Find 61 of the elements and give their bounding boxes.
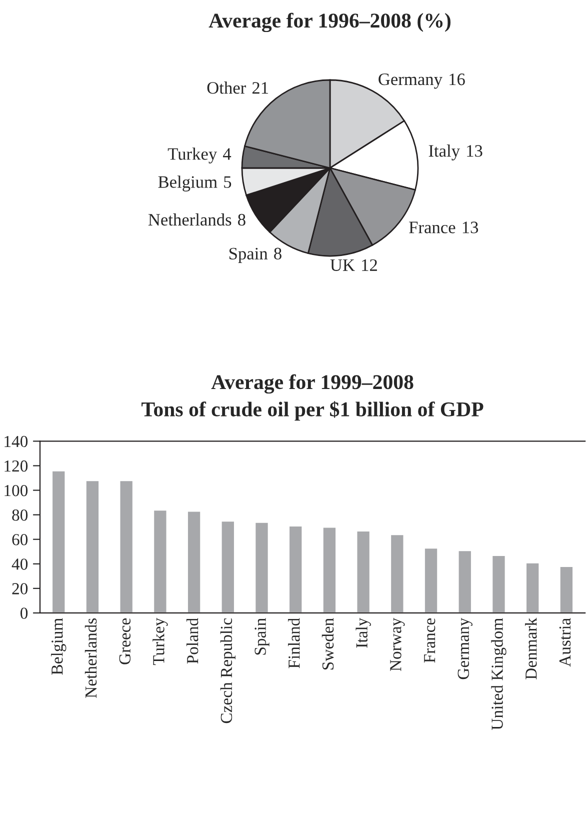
x-tick-label: Czech Republic xyxy=(220,618,236,724)
data-label: 8 xyxy=(274,248,282,260)
bar xyxy=(390,534,405,613)
slice-label: Italy xyxy=(428,144,460,160)
bar xyxy=(220,520,236,613)
y-tick-label: 20 xyxy=(12,583,28,594)
y-tick-label: 140 xyxy=(4,436,28,448)
bar xyxy=(254,521,270,613)
slice-label: Turkey xyxy=(168,148,218,164)
data-label: 21 xyxy=(252,82,268,94)
x-tick-label: Turkey xyxy=(152,618,168,666)
slice-label: France xyxy=(409,222,456,234)
slice-label: Germany xyxy=(378,73,442,89)
x-tick-label: Finland xyxy=(288,618,300,668)
data-label: 8 xyxy=(238,214,246,226)
slice-label: Netherlands xyxy=(148,213,232,226)
data-label: 16 xyxy=(450,74,465,86)
data-label: 13 xyxy=(467,145,482,157)
chart-subtitle: Tons of crude oil per $1 billion of GDP xyxy=(142,401,484,421)
slice-label: Belgium xyxy=(158,176,218,192)
bar xyxy=(288,525,304,613)
y-tick-label: 80 xyxy=(12,509,28,521)
y-tick-label: 60 xyxy=(12,534,28,546)
x-tick-label: Denmark xyxy=(525,618,537,680)
data-label: 4 xyxy=(223,148,232,160)
x-tick-label: Italy xyxy=(356,618,371,648)
data-label: 12 xyxy=(362,259,377,271)
bar xyxy=(152,509,168,613)
x-tick-label: France xyxy=(424,618,436,663)
bar xyxy=(457,550,472,613)
y-tick-label: 0 xyxy=(20,608,28,619)
x-tick-label: United Kingdom xyxy=(491,618,506,730)
x-tick-label: Norway xyxy=(390,618,405,672)
x-tick-label: Greece xyxy=(119,618,130,664)
slice-label: Spain xyxy=(229,248,268,264)
bar xyxy=(85,480,100,613)
x-tick-label: Netherlands xyxy=(84,618,97,698)
y-tick-label: 100 xyxy=(4,484,28,496)
x-tick-label: Poland xyxy=(186,618,198,664)
bar xyxy=(558,566,574,613)
bar xyxy=(51,470,66,613)
bar xyxy=(525,562,540,613)
bar xyxy=(118,480,134,613)
data-label: 5 xyxy=(224,176,232,188)
y-tick-label: 40 xyxy=(12,558,28,570)
x-tick-label: Germany xyxy=(458,618,472,680)
x-tick-label: Austria xyxy=(559,618,571,667)
slice-label: UK xyxy=(330,259,355,271)
y-tick-label: 120 xyxy=(4,460,28,472)
bar xyxy=(491,554,506,613)
chart-title: Average for 1996–2008 (%) xyxy=(208,12,450,32)
x-tick-label: Belgium xyxy=(51,618,66,675)
data-label: 13 xyxy=(462,222,478,234)
bar xyxy=(186,510,202,613)
bar xyxy=(356,530,371,613)
x-tick-label: Sweden xyxy=(322,618,334,670)
chart-title: Average for 1999–2008 xyxy=(211,374,414,394)
slice-label: Other xyxy=(207,82,246,94)
bar xyxy=(322,526,337,613)
x-tick-label: Spain xyxy=(254,618,270,655)
bar xyxy=(424,547,438,613)
